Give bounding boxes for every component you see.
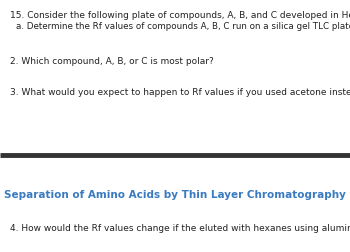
Text: 4. How would the Rf values change if the eluted with hexanes using alumina TLC p: 4. How would the Rf values change if the… <box>10 224 350 233</box>
Text: 2. Which compound, A, B, or C is most polar?: 2. Which compound, A, B, or C is most po… <box>10 57 214 66</box>
Text: a. Determine the Rf values of compounds A, B, C run on a silica gel TLC plate us: a. Determine the Rf values of compounds … <box>16 22 350 31</box>
Text: 3. What would you expect to happen to Rf values if you used acetone instead of h: 3. What would you expect to happen to Rf… <box>10 87 350 97</box>
Text: 15. Consider the following plate of compounds, A, B, and C developed in Hexanes:: 15. Consider the following plate of comp… <box>10 11 350 20</box>
Text: Separation of Amino Acids by Thin Layer Chromatography: Separation of Amino Acids by Thin Layer … <box>4 189 346 199</box>
